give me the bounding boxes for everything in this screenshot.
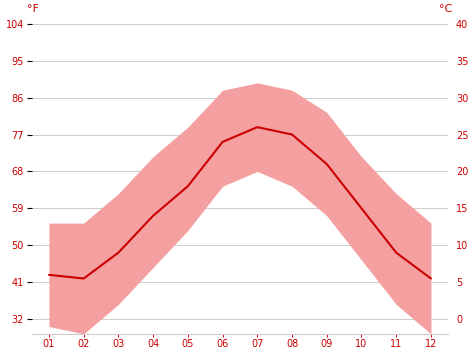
Text: °C: °C xyxy=(439,5,453,15)
Text: °F: °F xyxy=(27,5,39,15)
